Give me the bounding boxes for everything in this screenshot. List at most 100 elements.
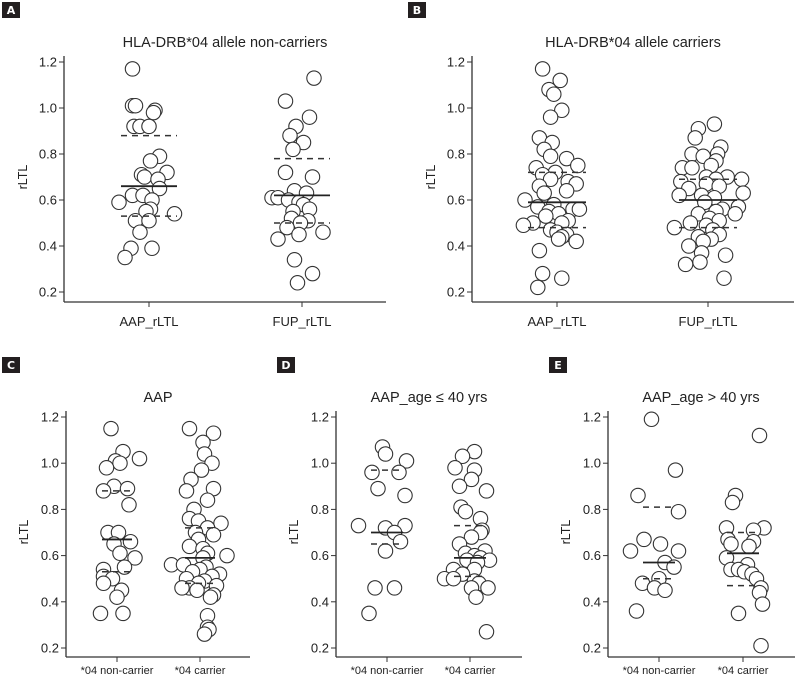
series-aap-rltl (111, 61, 183, 266)
data-point (315, 224, 331, 240)
data-point (193, 462, 210, 478)
x-category-label: *04 carrier (175, 665, 226, 677)
data-point (377, 543, 394, 559)
data-point (515, 217, 532, 234)
x-category-label: *04 carrier (718, 665, 769, 677)
panel-tag: C (7, 359, 15, 372)
data-point (636, 531, 652, 548)
data-point (397, 487, 413, 504)
data-point (657, 582, 673, 599)
data-point (478, 483, 495, 499)
data-point (457, 503, 474, 520)
data-point (398, 453, 415, 469)
y-tick-label: 0.6 (583, 548, 601, 563)
data-point (145, 104, 162, 121)
y-tick-label: 0.4 (39, 239, 57, 254)
data-point (534, 265, 551, 282)
x-category-label: *04 non-carrier (623, 665, 696, 677)
y-axis-label: rLTL (424, 165, 438, 190)
data-point (570, 157, 586, 174)
data-point (542, 148, 559, 165)
panel-tag: B (413, 4, 421, 17)
data-point (111, 194, 127, 211)
data-point (115, 605, 131, 622)
y-tick-label: 1.2 (39, 55, 57, 70)
data-point (119, 480, 136, 497)
panel-e: E AAP_age > 40 yrs rLTL *04 non-carrier … (549, 357, 795, 677)
plot-area: 0.2 0.4 0.6 0.8 1.0 1.2 (41, 410, 250, 662)
data-point (552, 72, 568, 89)
panel-tag-box (2, 357, 20, 373)
y-tick-label: 0.4 (447, 239, 465, 254)
data-point (727, 206, 743, 222)
data-point (643, 411, 660, 428)
data-point (367, 580, 383, 596)
data-point (666, 559, 682, 575)
data-point (270, 231, 286, 247)
data-point (144, 240, 160, 257)
data-point (304, 265, 321, 282)
data-point (667, 462, 684, 478)
x-category-label: AAP_rLTL (527, 314, 586, 329)
panel-a: A HLA-DRB*04 allele non-carriers rLTL AA… (2, 2, 386, 329)
data-point (724, 494, 741, 511)
y-tick-label: 0.4 (41, 594, 59, 609)
series-aap-rltl (515, 61, 588, 296)
series--04-carrier (163, 420, 235, 642)
data-point (127, 97, 144, 114)
data-point (751, 427, 768, 444)
data-point (538, 208, 554, 224)
data-point (361, 605, 377, 622)
data-point (103, 420, 119, 437)
data-point (451, 478, 468, 495)
data-point (141, 118, 157, 135)
data-point (291, 226, 307, 243)
x-category-label: *04 non-carrier (351, 665, 424, 677)
data-point (447, 460, 463, 476)
panel-c: C AAP rLTL *04 non-carrier *04 carrier 0… (2, 357, 250, 677)
y-tick-label: 0.8 (39, 147, 57, 162)
data-point (735, 185, 751, 201)
data-point (392, 533, 409, 550)
data-point (568, 233, 584, 250)
data-point (199, 492, 216, 508)
y-tick-label: 1.2 (583, 410, 601, 425)
data-point (109, 589, 125, 605)
data-point (116, 559, 133, 575)
y-tick-label: 0.4 (311, 594, 329, 609)
y-tick-label: 1.2 (311, 410, 329, 425)
y-tick-label: 0.2 (583, 641, 601, 656)
y-tick-label: 0.2 (447, 285, 465, 300)
data-point (671, 187, 687, 204)
y-tick-label: 1.0 (41, 456, 59, 471)
y-axis-label: rLTL (559, 520, 573, 545)
data-point (716, 270, 732, 286)
y-tick-label: 0.4 (583, 594, 601, 609)
data-point (286, 252, 303, 268)
data-point (277, 93, 294, 109)
data-point (142, 153, 159, 169)
y-tick-label: 0.8 (41, 502, 59, 517)
data-point (136, 169, 153, 185)
y-tick-label: 0.8 (583, 502, 601, 517)
x-category-label: *04 carrier (445, 665, 496, 677)
y-axis-label: rLTL (17, 520, 31, 545)
data-point (151, 180, 168, 197)
data-point (131, 450, 148, 467)
data-point (468, 589, 484, 605)
data-point (554, 102, 570, 119)
data-point (277, 164, 294, 181)
data-point (98, 460, 115, 476)
data-point (178, 483, 195, 499)
data-point (391, 464, 407, 481)
data-point (181, 420, 198, 437)
data-point (454, 448, 471, 465)
data-point (364, 464, 380, 481)
plot-area: 0.2 0.4 0.6 0.8 1.0 1.2 (447, 55, 794, 307)
panel-d: D AAP_age ≤ 40 yrs rLTL *04 non-carrier … (277, 357, 522, 677)
data-point (706, 116, 723, 132)
plot-area: 0.2 0.4 0.6 0.8 1.0 1.2 (583, 410, 795, 662)
data-point (370, 480, 386, 497)
y-tick-label: 0.8 (447, 147, 465, 162)
